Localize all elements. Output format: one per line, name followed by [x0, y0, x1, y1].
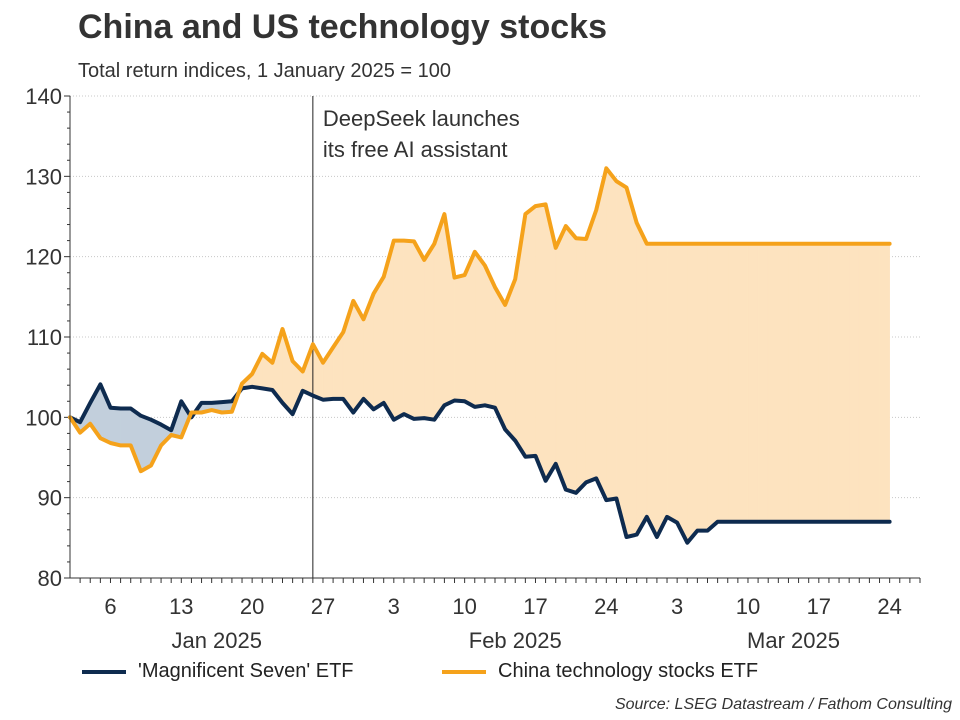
- fill-band: [423, 242, 435, 421]
- fill-band: [656, 243, 668, 538]
- legend-item-magnificent-seven: 'Magnificent Seven' ETF: [82, 660, 354, 683]
- fill-band: [879, 243, 890, 523]
- fill-band: [474, 250, 486, 408]
- fill-band: [110, 407, 121, 446]
- fill-band: [747, 243, 759, 523]
- legend-label-china-tech: China technology stocks ETF: [498, 660, 759, 682]
- fill-band: [454, 274, 465, 402]
- fill-band: [616, 180, 627, 538]
- fill-band: [686, 243, 698, 544]
- x-tick-label: 27: [311, 594, 335, 619]
- fill-band: [869, 243, 880, 523]
- month-label: Feb 2025: [469, 628, 562, 653]
- x-tick-label: 20: [240, 594, 264, 619]
- y-tick-label-80: 80: [38, 566, 62, 591]
- fill-band: [798, 243, 809, 523]
- fill-band: [848, 243, 860, 523]
- fill-band: [535, 204, 546, 481]
- fill-band: [626, 187, 637, 538]
- fill-band: [585, 209, 597, 483]
- fill-band: [778, 243, 789, 523]
- series-line-magnificent-seven: [68, 382, 892, 545]
- fill-band: [140, 415, 152, 472]
- fill-band: [120, 408, 132, 446]
- fill-band: [413, 241, 425, 420]
- annotation-text: its free AI assistant: [323, 137, 508, 162]
- fill-band: [828, 243, 840, 523]
- x-tick-label: 3: [671, 594, 683, 619]
- legend-swatch-magnificent-seven: [82, 669, 126, 674]
- y-tick-label-100: 100: [25, 405, 62, 430]
- fill-band: [555, 226, 567, 490]
- fill-band: [808, 243, 820, 523]
- fill-band: [525, 205, 536, 458]
- series-line-china-tech: [68, 166, 892, 474]
- fill-band: [727, 243, 739, 523]
- fill-band: [737, 243, 749, 523]
- x-tick-label: 24: [594, 594, 618, 619]
- fill-band: [403, 240, 415, 420]
- fill-band: [838, 243, 850, 523]
- legend-label-magnificent-seven: 'Magnificent Seven' ETF: [138, 660, 354, 682]
- fill-band: [606, 167, 617, 501]
- x-tick-label: 17: [523, 594, 547, 619]
- y-tick-label-140: 140: [25, 84, 62, 109]
- legend-swatch-china-tech: [442, 669, 486, 674]
- x-tick-label: 6: [104, 594, 116, 619]
- fill-band: [646, 243, 658, 538]
- fill-band: [565, 225, 577, 494]
- x-tick-label: 17: [807, 594, 831, 619]
- x-tick-label: 10: [452, 594, 476, 619]
- month-label: Mar 2025: [747, 628, 840, 653]
- y-tick-label-90: 90: [38, 486, 62, 511]
- fill-band: [666, 243, 678, 524]
- fill-band: [676, 243, 688, 543]
- y-tick-label-120: 120: [25, 245, 62, 270]
- x-tick-label: 24: [877, 594, 901, 619]
- fill-band: [757, 243, 769, 523]
- fill-band: [717, 243, 729, 523]
- x-tick-label: 13: [169, 594, 193, 619]
- fill-band: [575, 237, 587, 494]
- fill-band: [767, 243, 779, 523]
- source-note: Source: LSEG Datastream / Fathom Consult…: [614, 696, 952, 713]
- x-tick-label: 3: [388, 594, 400, 619]
- month-label: Jan 2025: [171, 628, 262, 653]
- fill-band: [595, 168, 607, 501]
- fill-band: [393, 240, 405, 421]
- fill-band: [697, 243, 708, 531]
- fill-band: [788, 243, 799, 523]
- fill-band: [858, 243, 870, 523]
- chart-title: China and US technology stocks: [78, 8, 607, 46]
- fill-band: [373, 275, 384, 410]
- y-tick-label-110: 110: [27, 325, 62, 350]
- fill-band: [707, 243, 718, 532]
- x-tick-label: 10: [736, 594, 760, 619]
- y-tick-label-130: 130: [25, 164, 62, 189]
- annotation-text: DeepSeek launches: [323, 106, 520, 131]
- fill-band: [818, 243, 830, 523]
- legend-item-china-tech: China technology stocks ETF: [442, 660, 758, 683]
- fill-band: [636, 222, 648, 536]
- chart-subtitle: Total return indices, 1 January 2025 = 1…: [78, 60, 452, 82]
